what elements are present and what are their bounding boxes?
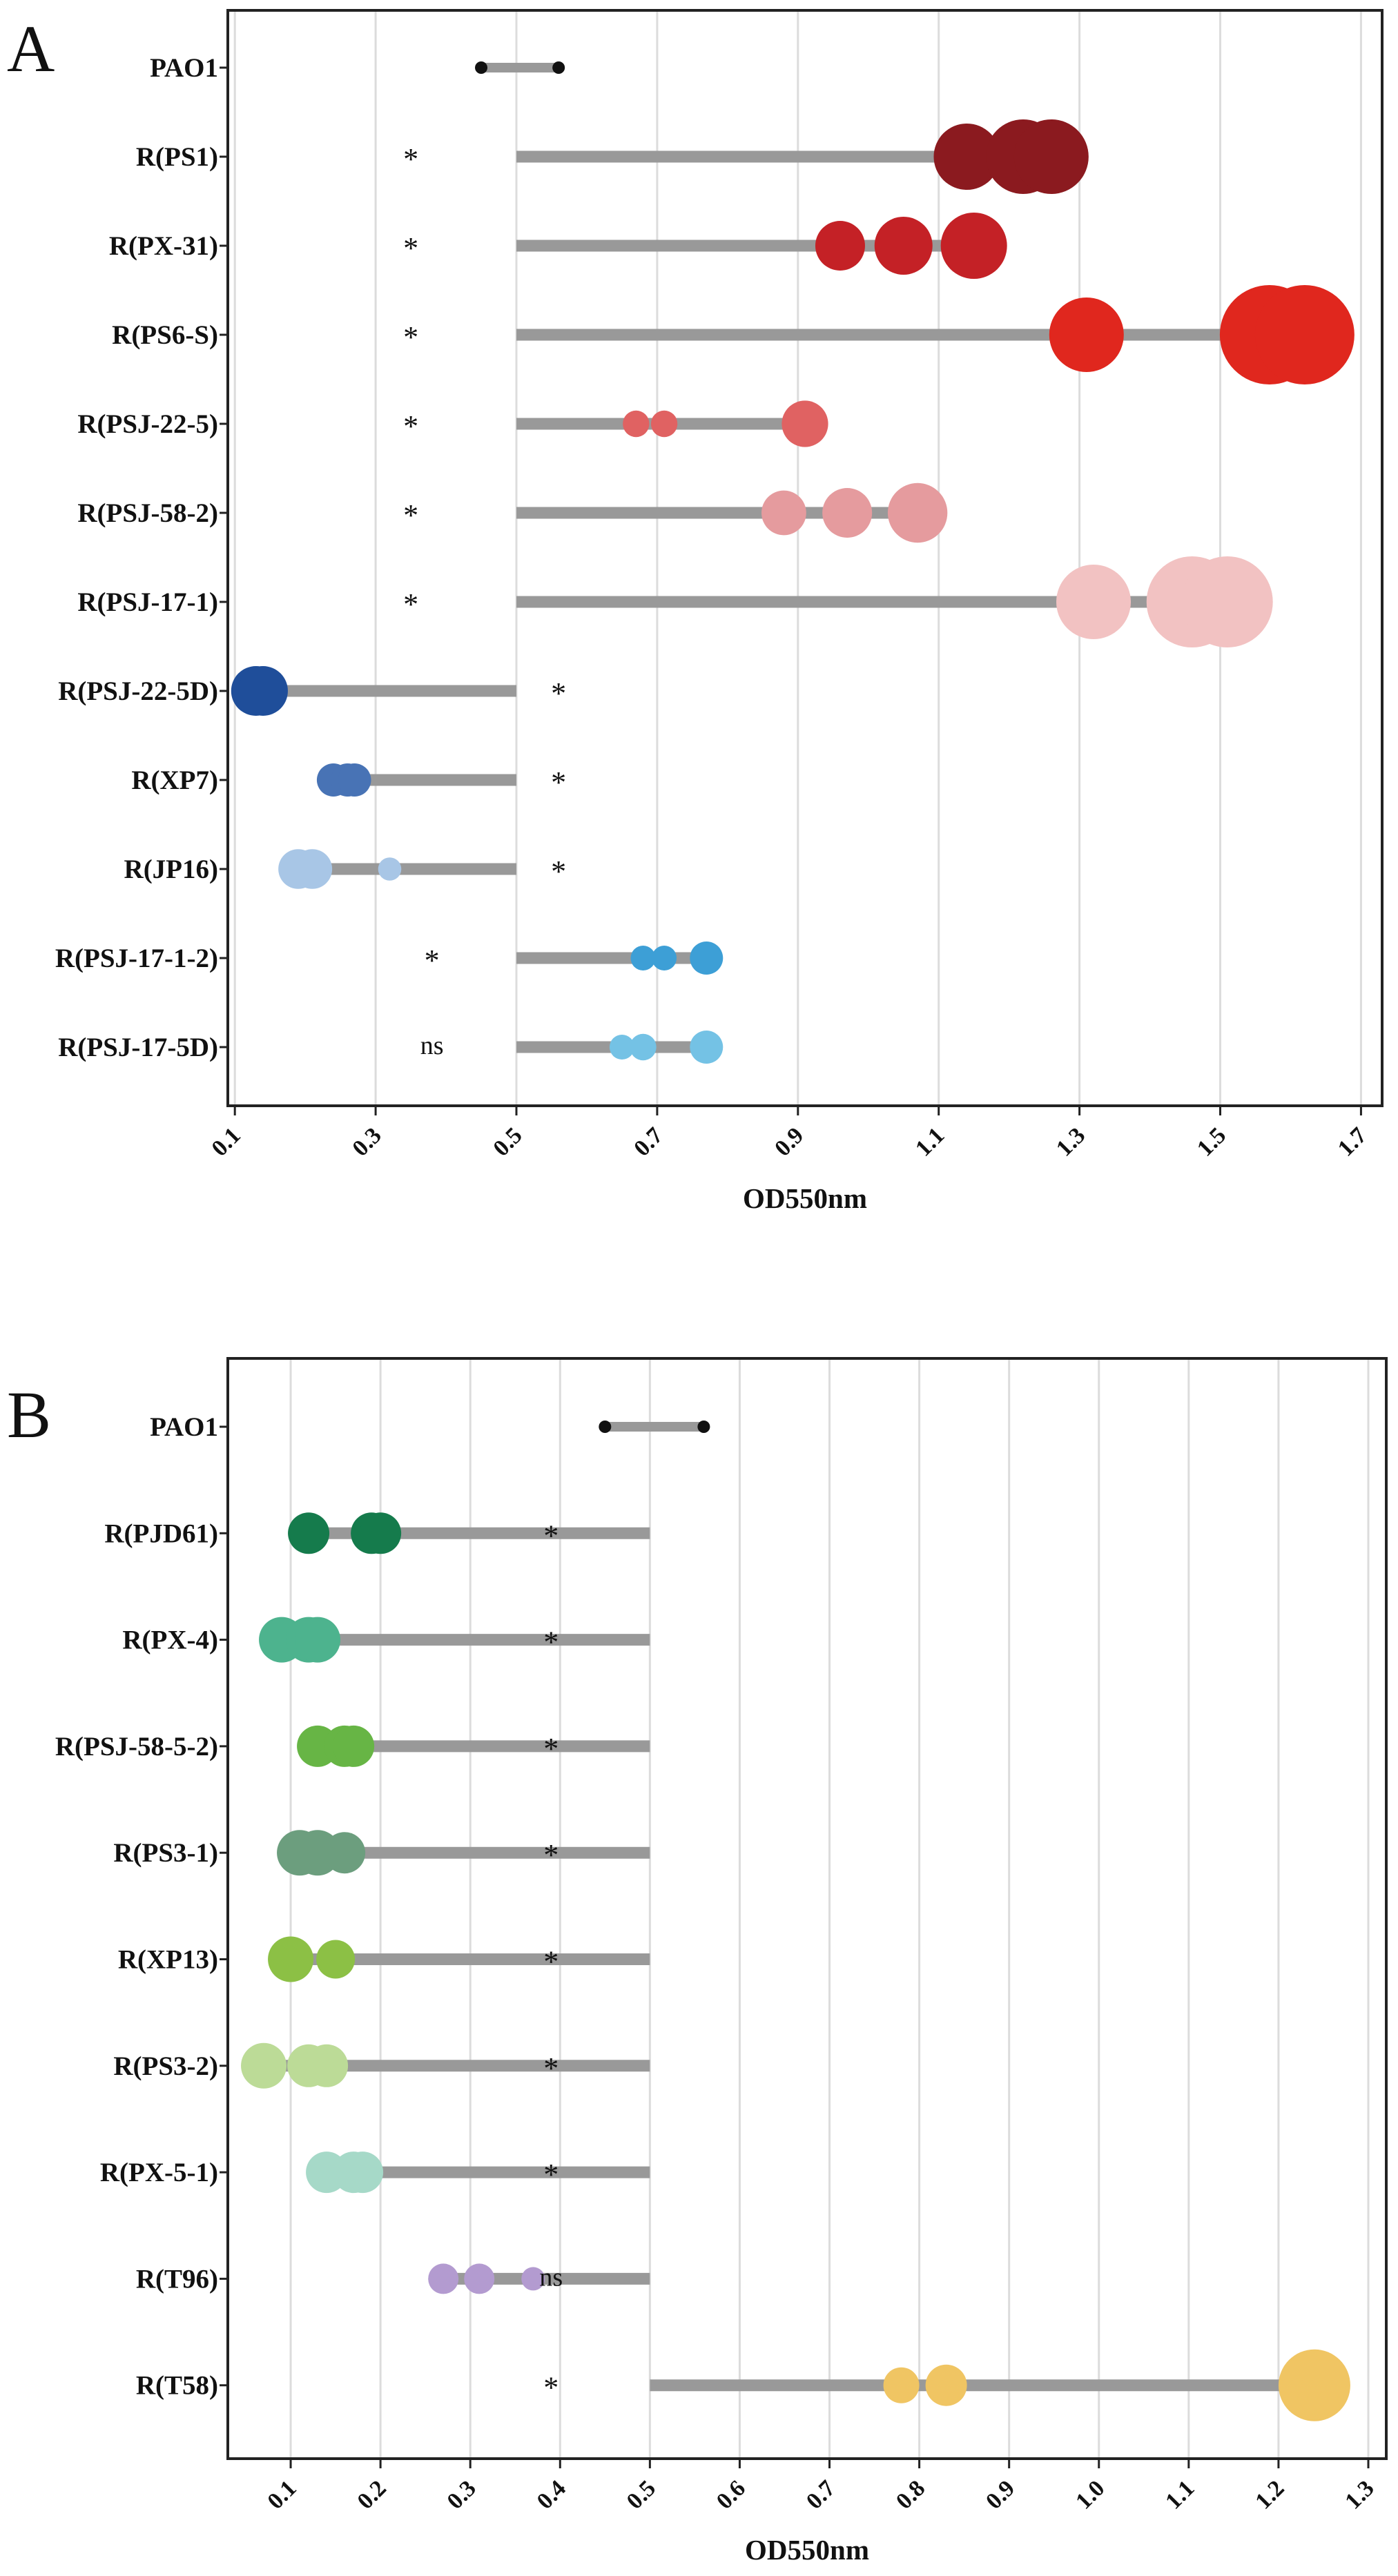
panel-a-data-point: [822, 488, 873, 538]
panel-b-category-label: R(PSJ-58-5-2): [55, 1732, 218, 1762]
panel-a-category-label: R(JP16): [124, 855, 218, 884]
panel-a-data-point: [1056, 565, 1131, 639]
panel-b-category-label: R(PS3-2): [113, 2051, 218, 2081]
panel-b-category-label: R(PS3-1): [113, 1838, 218, 1868]
panel-b-category-label: R(T96): [136, 2264, 218, 2294]
panel-a-significance-label: *: [551, 676, 566, 710]
panel-a-data-point: [887, 482, 948, 543]
panel-b-data-point: [241, 2042, 287, 2089]
panel-b-data-point: [360, 1512, 402, 1554]
panel-b-data-point: [288, 1512, 330, 1554]
panel-a-data-point: [1049, 297, 1124, 372]
panel-a-data-point: [761, 490, 806, 536]
panel-b-data-point: [925, 2364, 967, 2406]
panel-a-data-point: [815, 221, 865, 271]
panel-b-significance-label: ns: [539, 2263, 563, 2292]
panel-a-category-label: R(PSJ-17-5D): [58, 1033, 218, 1062]
panel-a-category-label: R(PSJ-22-5D): [58, 676, 218, 706]
panel-b-significance-label: *: [543, 1838, 559, 1872]
panel-a-data-point: [650, 410, 678, 438]
panel-a-data-point: [338, 763, 371, 797]
panel-b-data-point: [333, 1725, 375, 1767]
panel-b-category-label: R(XP13): [118, 1945, 218, 1975]
panel-a-significance-label: *: [425, 944, 440, 977]
panel-a-data-point: [292, 849, 333, 889]
panel-b-data-point: [428, 2263, 459, 2294]
panel-b: B PAO1 R(PJD61) R(PX-4) R(PSJ-58-5-2) R(PS3-…: [7, 1357, 1388, 2566]
panel-a-data-point: [630, 946, 656, 970]
panel-b-significance-label: *: [543, 2051, 559, 2085]
panel-a-data-point: [781, 400, 828, 447]
panel-b-category-label: PAO1: [150, 1412, 218, 1442]
panel-b-significance-label: *: [543, 2158, 559, 2192]
panel-b-data-point: [521, 2267, 545, 2291]
panel-a-data-point: [690, 1031, 724, 1064]
panel-a-category-label: R(PSJ-17-1): [77, 587, 218, 617]
panel-b-significance-label: *: [543, 2371, 559, 2405]
panel-a-data-point: [378, 857, 402, 881]
panel-b-significance-label: *: [543, 1732, 559, 1766]
panel-b-data-point: [324, 1832, 366, 1874]
panel-a-significance-label: *: [403, 587, 418, 621]
panel-b-data-point: [305, 2044, 349, 2087]
panel-a-category-label: R(XP7): [131, 765, 218, 795]
panel-b-data-point: [268, 1936, 314, 1982]
panel-b-data-point: [342, 2151, 384, 2194]
panel-b-data-point: [1278, 2349, 1350, 2421]
panel-a-significance-label: *: [403, 231, 418, 265]
panel-b-letter: B: [7, 1378, 51, 1452]
panel-b-data-point: [883, 2367, 920, 2403]
panel-a-data-point: [237, 666, 288, 716]
panel-a-significance-label: *: [551, 855, 566, 888]
panel-a-data-point: [933, 124, 1000, 190]
panel-a-category-label: R(PX-31): [109, 231, 218, 261]
panel-b-data-point: [295, 1617, 341, 1663]
panel-a-category-label: R(PS1): [136, 142, 218, 172]
panel-a-x-axis-title: OD550nm: [743, 1182, 867, 1214]
panel-b-category-label: R(PX-4): [122, 1626, 218, 1655]
panel-a-significance-label: *: [403, 498, 418, 532]
panel-b-data-point: [599, 1421, 612, 1433]
panel-a-data-point: [630, 1033, 657, 1061]
panel-a-significance-label: *: [403, 409, 418, 443]
panel-a-letter: A: [7, 12, 55, 86]
panel-a-data-point: [874, 217, 933, 275]
panel-a-significance-label: *: [403, 320, 418, 354]
panel-a-data-point: [652, 946, 677, 970]
panel-a-data-point: [1013, 119, 1089, 194]
panel-b-significance-label: *: [543, 1945, 559, 1979]
panel-a-data-point: [552, 61, 565, 74]
panel-b-category-label: R(PX-5-1): [100, 2158, 218, 2187]
panel-a-data-point: [940, 213, 1007, 279]
panel-a-category-label: R(PSJ-17-1-2): [55, 944, 218, 973]
panel-a-category-label: R(PS6-S): [112, 320, 218, 350]
panel-b-significance-label: *: [543, 1519, 559, 1552]
panel-a-data-point: [623, 410, 650, 438]
panel-a: A PAO1 R(PS1) R(PX-31) R(PS6-S) R(PSJ-22-5) R…: [7, 9, 1384, 1214]
panel-b-data-point: [316, 1940, 356, 1979]
panel-b-category-label: R(T58): [136, 2371, 218, 2401]
panel-a-significance-label: *: [551, 765, 566, 799]
panel-a-data-point: [1181, 556, 1273, 647]
panel-a-category-label: R(PSJ-58-2): [77, 498, 218, 528]
panel-a-category-label: PAO1: [150, 53, 218, 83]
panel-a-category-label: R(PSJ-22-5): [77, 409, 218, 439]
panel-a-significance-label: *: [403, 142, 418, 176]
panel-b-significance-label: *: [543, 1626, 559, 1659]
panel-b-plot-frame: [226, 1357, 1388, 2460]
panel-b-data-point: [697, 1421, 710, 1433]
panel-b-x-axis-title: OD550nm: [745, 2534, 869, 2566]
panel-a-data-point: [609, 1035, 634, 1060]
panel-a-data-point: [690, 941, 724, 975]
panel-b-category-label: R(PJD61): [104, 1519, 218, 1548]
panel-b-data-point: [464, 2263, 495, 2294]
panel-a-data-point: [475, 61, 488, 74]
panel-a-plot-frame: [226, 9, 1384, 1107]
panel-a-significance-label: ns: [420, 1031, 444, 1060]
panel-a-data-point: [1254, 285, 1355, 384]
